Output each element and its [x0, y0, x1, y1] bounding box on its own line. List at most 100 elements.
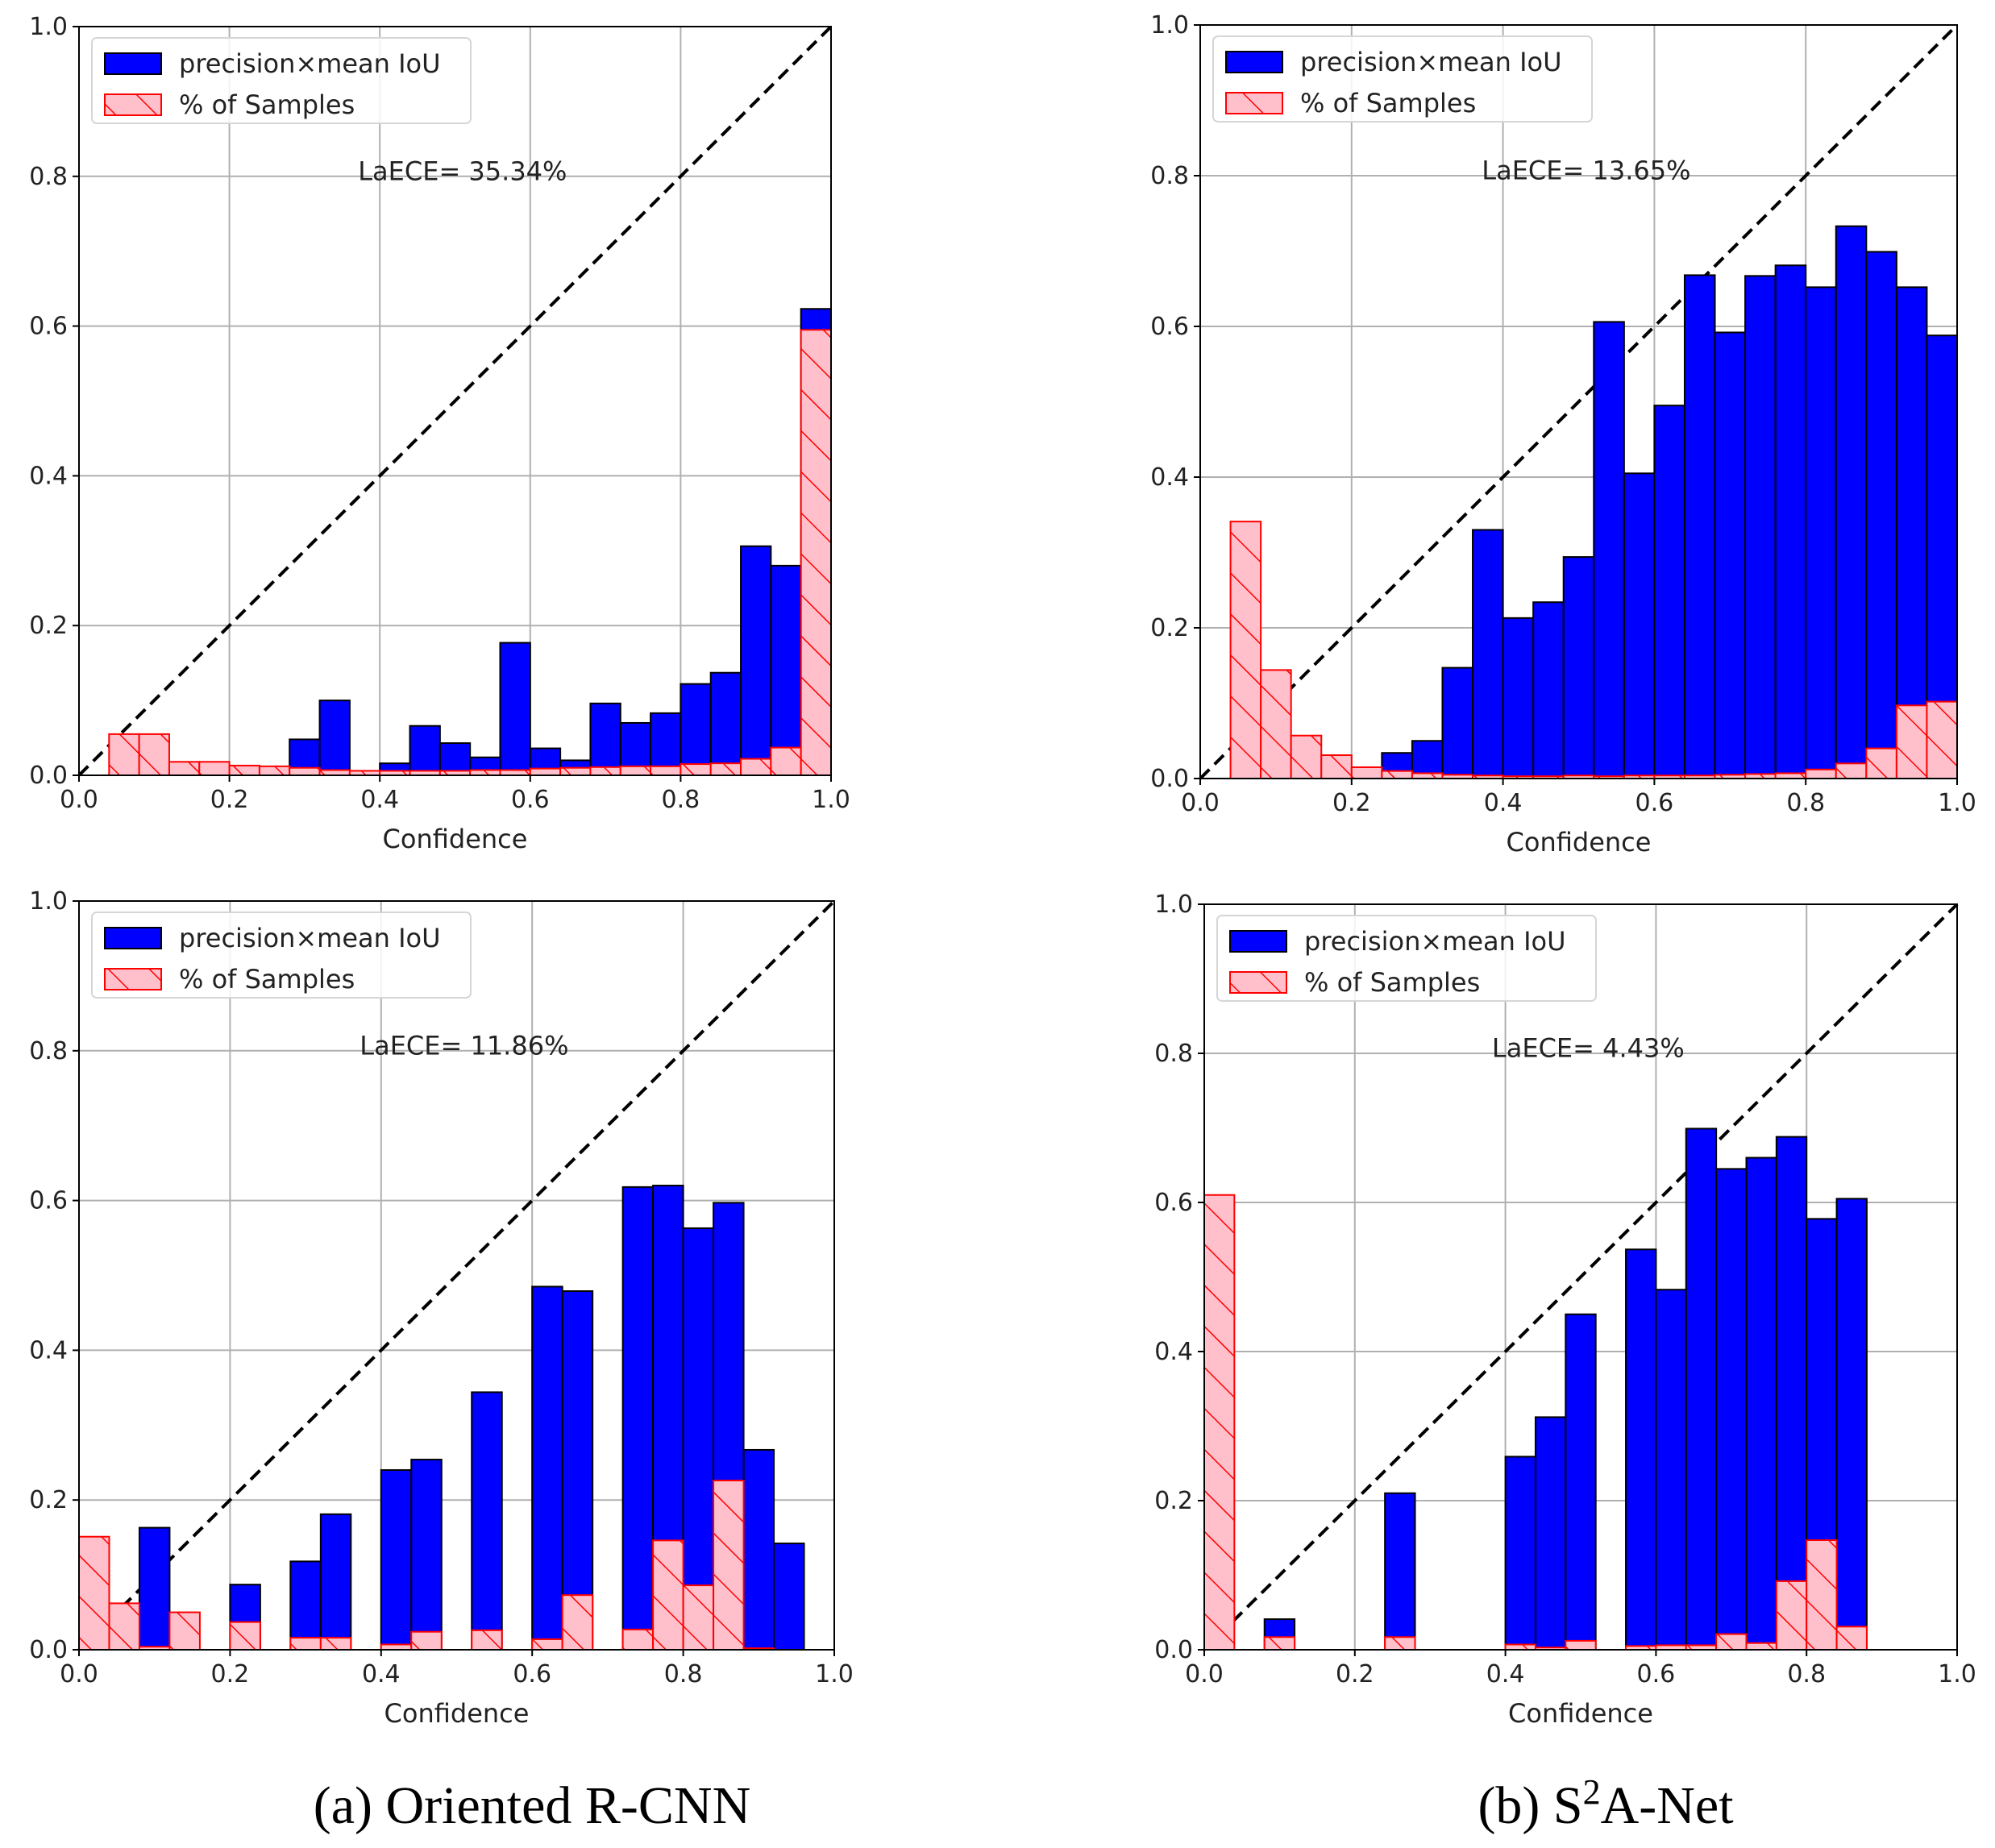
precision-bar	[1745, 1157, 1777, 1651]
axes-frame	[78, 26, 832, 776]
samples-bar	[1806, 1539, 1838, 1651]
y-tick-label: 0.4	[29, 1336, 68, 1364]
samples-bar	[108, 733, 140, 777]
perfect-calibration-line	[1203, 903, 1959, 1651]
samples-bar	[289, 1637, 322, 1651]
legend-swatch-samples	[104, 93, 162, 116]
samples-bar	[1229, 521, 1262, 779]
samples-bar	[168, 1611, 201, 1651]
precision-bar	[1623, 472, 1656, 779]
x-tick-label: 0.8	[1787, 1660, 1826, 1688]
precision-bar	[318, 700, 351, 776]
samples-bar	[652, 1539, 684, 1651]
perfect-calibration-line	[77, 899, 836, 1651]
samples-bar	[1381, 770, 1413, 780]
precision-bar	[589, 702, 621, 776]
precision-bar	[742, 1448, 775, 1651]
laece-annotation: LaECE= 4.43%	[1492, 1033, 1685, 1064]
precision-bar	[1472, 529, 1504, 779]
precision-bar	[1384, 1492, 1416, 1651]
panel-bottom-right: 0.00.0 0.2 0.2 0.4 0.4 0.6 0.6 0.8 0.8 1.0 1.0 Con…	[1154, 891, 1976, 1729]
x-tick-label: 0.0	[60, 786, 98, 814]
precision-bar	[650, 712, 682, 777]
legend-swatch-precision	[104, 927, 162, 949]
samples-bar	[1290, 734, 1323, 780]
y-tick-label: 0.2	[29, 1486, 68, 1514]
precision-bar	[770, 564, 802, 776]
samples-bar	[1805, 768, 1837, 780]
caption-s2anet: (b) S2A-Net	[1478, 1772, 1733, 1835]
precision-bar	[1865, 251, 1897, 779]
y-tick-label: 0.6	[1154, 1189, 1193, 1217]
precision-bar	[1502, 617, 1535, 779]
samples-bar	[740, 758, 772, 777]
samples-bar	[410, 1630, 443, 1651]
y-tick-label: 0.6	[1150, 313, 1189, 341]
laece-annotation: LaECE= 35.34%	[358, 156, 567, 186]
laece-annotation: LaECE= 13.65%	[1482, 156, 1690, 186]
samples-bar	[1745, 1642, 1777, 1651]
precision-bar	[1625, 1248, 1657, 1651]
x-tick-label: 0.2	[1332, 789, 1371, 817]
y-tick-label: 0.8	[1150, 162, 1189, 190]
samples-bar	[1565, 1639, 1597, 1651]
y-tick-label: 0.2	[1150, 614, 1189, 642]
samples-bar	[138, 733, 170, 777]
samples-bar	[1835, 1626, 1868, 1651]
y-tick-label: 0.8	[29, 1037, 68, 1065]
samples-bar	[621, 1628, 655, 1651]
legend: precision×mean IoU % of Samples	[91, 37, 472, 124]
samples-bar	[1350, 766, 1383, 779]
x-tick-label: 0.0	[1185, 1660, 1224, 1688]
legend-label-precision: precision×mean IoU	[1304, 926, 1566, 957]
y-tick-label: 0.4	[1150, 463, 1189, 492]
samples-bar	[228, 764, 260, 776]
samples-bar	[229, 1621, 261, 1651]
y-tick-label: 0.4	[1154, 1338, 1193, 1366]
x-tick-label: 0.6	[513, 1660, 551, 1688]
samples-bar	[1384, 1636, 1416, 1651]
samples-bar	[561, 1594, 594, 1651]
legend-label-samples: % of Samples	[179, 89, 355, 120]
samples-bar	[682, 1584, 715, 1651]
precision-bar	[773, 1543, 805, 1651]
precision-bar	[1835, 1198, 1868, 1651]
precision-bar	[499, 642, 531, 777]
samples-bar	[713, 1480, 745, 1651]
legend: precision×mean IoU % of Samples	[1216, 915, 1597, 1002]
y-tick-label: 0.8	[1154, 1040, 1193, 1068]
y-tick-label: 0.0	[29, 1636, 68, 1664]
precision-bar	[1714, 331, 1747, 780]
samples-bar	[471, 1629, 503, 1651]
precision-bar	[1441, 667, 1474, 779]
precision-bar	[409, 725, 441, 776]
x-tick-label: 1.0	[812, 786, 850, 814]
samples-bar	[1775, 1580, 1808, 1651]
x-tick-label: 0.2	[210, 786, 249, 814]
legend-swatch-samples	[1229, 971, 1287, 994]
x-tick-label: 0.2	[1336, 1660, 1374, 1688]
samples-bar	[1260, 669, 1292, 779]
precision-bar	[1835, 225, 1868, 779]
precision-bar	[410, 1459, 443, 1651]
samples-bar	[168, 761, 201, 777]
y-tick-label: 0.4	[29, 462, 68, 490]
x-axis-label: Confidence	[1507, 827, 1652, 858]
precision-bar	[1715, 1168, 1748, 1651]
y-tick-label: 0.0	[1150, 765, 1189, 793]
precision-bar	[1534, 1416, 1567, 1651]
precision-bar	[1775, 1136, 1808, 1651]
precision-bar	[1685, 1127, 1718, 1651]
precision-bar	[621, 1186, 655, 1651]
precision-bar	[709, 671, 742, 776]
samples-bar	[1203, 1194, 1236, 1651]
x-tick-label: 0.8	[662, 786, 700, 814]
samples-bar	[1865, 747, 1897, 779]
samples-bar	[589, 766, 621, 777]
precision-bar	[1532, 601, 1565, 780]
legend: precision×mean IoU % of Samples	[91, 912, 472, 999]
axes-frame	[78, 900, 835, 1651]
y-tick-label: 1.0	[29, 13, 68, 41]
x-tick-label: 0.4	[1484, 789, 1523, 817]
